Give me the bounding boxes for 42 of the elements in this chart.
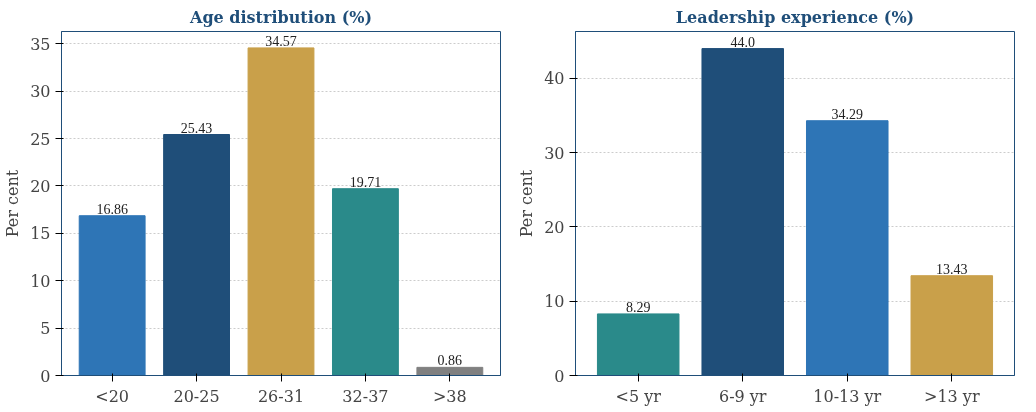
y-tick-label: 15 — [30, 224, 51, 244]
y-tick-label: 0 — [40, 366, 51, 386]
y-axis-title: Per cent — [3, 169, 23, 238]
chart-title: Age distribution (%) — [188, 7, 373, 27]
x-tick-label: 6-9 yr — [718, 386, 767, 406]
data-label: 0.86 — [437, 353, 463, 369]
bar — [416, 366, 484, 376]
chart-title: Leadership experience (%) — [675, 7, 915, 27]
x-tick-label: >38 — [432, 386, 467, 406]
data-label: 34.29 — [831, 106, 864, 122]
y-tick-label: 30 — [544, 143, 565, 163]
data-label: 44.0 — [730, 34, 755, 50]
y-tick-label: 30 — [30, 82, 51, 102]
x-tick-label: <5 yr — [615, 386, 662, 406]
x-tick-label: <20 — [95, 386, 130, 406]
data-label: 13.43 — [936, 261, 968, 277]
y-tick-label: 0 — [554, 366, 565, 386]
bar — [596, 313, 680, 376]
y-tick-label: 25 — [30, 129, 51, 149]
bar — [910, 275, 994, 376]
data-label: 16.86 — [96, 201, 128, 217]
x-tick-label: 20-25 — [173, 386, 220, 406]
x-tick-label: 32-37 — [342, 386, 389, 406]
data-label: 8.29 — [625, 299, 651, 315]
y-tick-label: 40 — [544, 69, 565, 89]
y-tick-label: 10 — [30, 271, 51, 291]
y-tick-label: 20 — [30, 176, 51, 196]
y-tick-label: 20 — [544, 217, 565, 237]
y-axis-title: Per cent — [517, 169, 537, 238]
bar — [806, 120, 889, 376]
bar — [247, 47, 315, 376]
y-tick-label: 5 — [40, 319, 51, 339]
data-label: 34.57 — [265, 33, 297, 49]
x-tick-label: 26-31 — [257, 386, 305, 406]
data-label: 25.43 — [180, 120, 213, 136]
bar — [78, 215, 146, 376]
x-tick-label: >13 yr — [924, 386, 980, 406]
x-tick-label: 10-13 yr — [813, 386, 882, 406]
y-tick-label: 10 — [544, 292, 565, 312]
bar — [332, 188, 399, 376]
data-label: 19.71 — [349, 174, 382, 190]
y-tick-label: 35 — [30, 34, 51, 54]
